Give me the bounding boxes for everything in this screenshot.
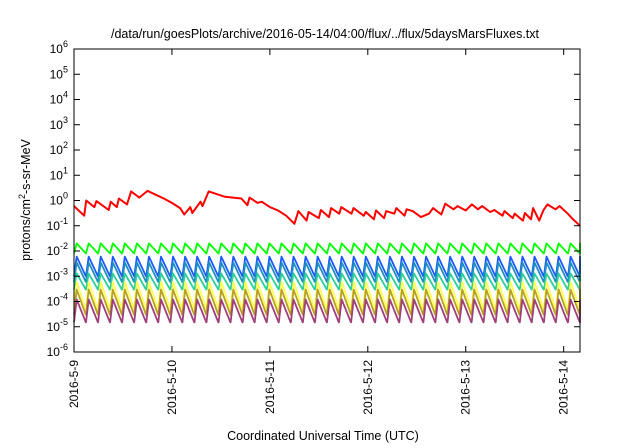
x-ticks: 2016-5-9 2016-5-10 2016-5-11 2016-5-12 2016-… (67, 49, 571, 415)
y-tick-label: 101 (50, 165, 68, 182)
y-axis-label: protons/cm2-s-sr-MeV (17, 138, 33, 260)
y-axis-label-sup: 2 (17, 194, 27, 199)
series-layer (73, 189, 581, 324)
series-line (73, 242, 581, 255)
x-tick-label: 2016-5-10 (165, 360, 179, 415)
y-ticks: 10-6 10-5 10-4 10-3 10-2 10-1 100 101 102 103 104 1… (47, 39, 580, 359)
x-tick-label: 2016-5-14 (557, 360, 571, 415)
y-tick-label: 106 (50, 39, 68, 56)
x-axis-label: Coordinated Universal Time (UTC) (227, 429, 419, 443)
series-line (73, 298, 581, 324)
y-tick-label: 10-3 (47, 266, 68, 283)
y-tick-label: 105 (50, 64, 68, 81)
plot-frame (73, 48, 581, 353)
y-axis-label-rest: -s-sr-MeV (19, 138, 33, 194)
series-line (73, 189, 581, 227)
y-tick-label: 104 (50, 90, 68, 107)
x-tick-label: 2016-5-11 (263, 360, 277, 414)
x-tick-label: 2016-5-9 (67, 360, 81, 408)
y-tick-label: 10-4 (47, 292, 68, 309)
y-tick-label: 10-5 (47, 317, 68, 334)
y-tick-label: 10-2 (47, 241, 68, 258)
y-tick-label: 10-6 (47, 342, 68, 359)
x-tick-label: 2016-5-13 (459, 360, 473, 415)
y-axis-label-base: protons/cm (19, 199, 33, 261)
y-tick-label: 103 (50, 115, 68, 132)
series-line (73, 261, 581, 283)
series-line (73, 288, 581, 316)
y-tick-label: 10-1 (47, 216, 68, 233)
series-line (73, 272, 581, 291)
y-tick-label: 100 (50, 191, 68, 208)
x-tick-label: 2016-5-12 (361, 360, 375, 415)
y-tick-label: 102 (50, 140, 68, 157)
chart-title: /data/run/goesPlots/archive/2016-05-14/0… (111, 27, 540, 41)
